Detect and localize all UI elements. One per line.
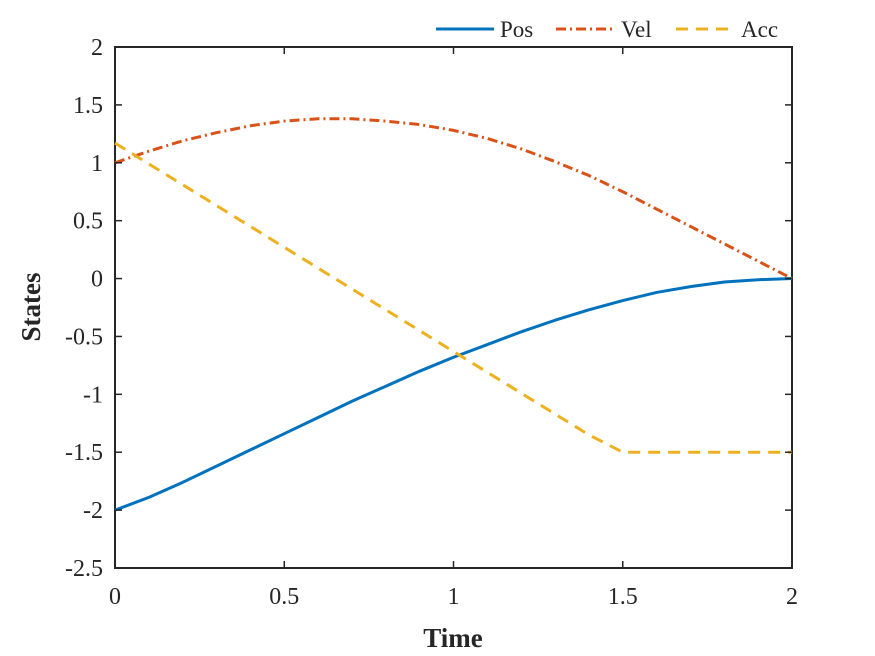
y-tick-label: -1 — [83, 382, 103, 408]
series-line-vel — [114, 117, 793, 280]
plot-area-box — [114, 46, 793, 569]
x-tick-label: 1 — [448, 584, 460, 610]
y-tick-label: -2 — [83, 498, 103, 524]
y-tick-label: -1.5 — [65, 440, 103, 466]
legend: Pos Vel Acc — [436, 17, 778, 42]
series-layer — [114, 117, 793, 512]
x-axis-ticks: 0 0.5 1 1.5 2 — [109, 47, 798, 610]
legend-label-vel: Vel — [621, 17, 652, 42]
plot-frame — [114, 46, 793, 569]
x-tick-label: 1.5 — [608, 584, 638, 610]
y-axis-ticks: -2.5 -2 -1.5 -1 -0.5 0 0.5 1 1.5 2 — [65, 35, 792, 582]
y-tick-label: -2.5 — [65, 556, 103, 582]
x-tick-label: 0 — [109, 584, 121, 610]
legend-label-pos: Pos — [500, 17, 533, 42]
x-tick-label: 0.5 — [269, 584, 299, 610]
x-tick-label: 2 — [786, 584, 798, 610]
series-line-acc — [114, 141, 792, 454]
y-tick-label: 1.5 — [73, 93, 103, 119]
y-tick-label: -0.5 — [65, 324, 103, 350]
series-line-pos — [114, 277, 793, 512]
y-tick-label: 1 — [91, 151, 103, 177]
y-axis-label: States — [16, 273, 46, 342]
y-tick-label: 0.5 — [73, 209, 103, 235]
y-tick-label: 0 — [91, 267, 103, 293]
legend-label-acc: Acc — [741, 17, 778, 42]
x-axis-label: Time — [423, 623, 483, 653]
y-tick-label: 2 — [91, 35, 103, 61]
